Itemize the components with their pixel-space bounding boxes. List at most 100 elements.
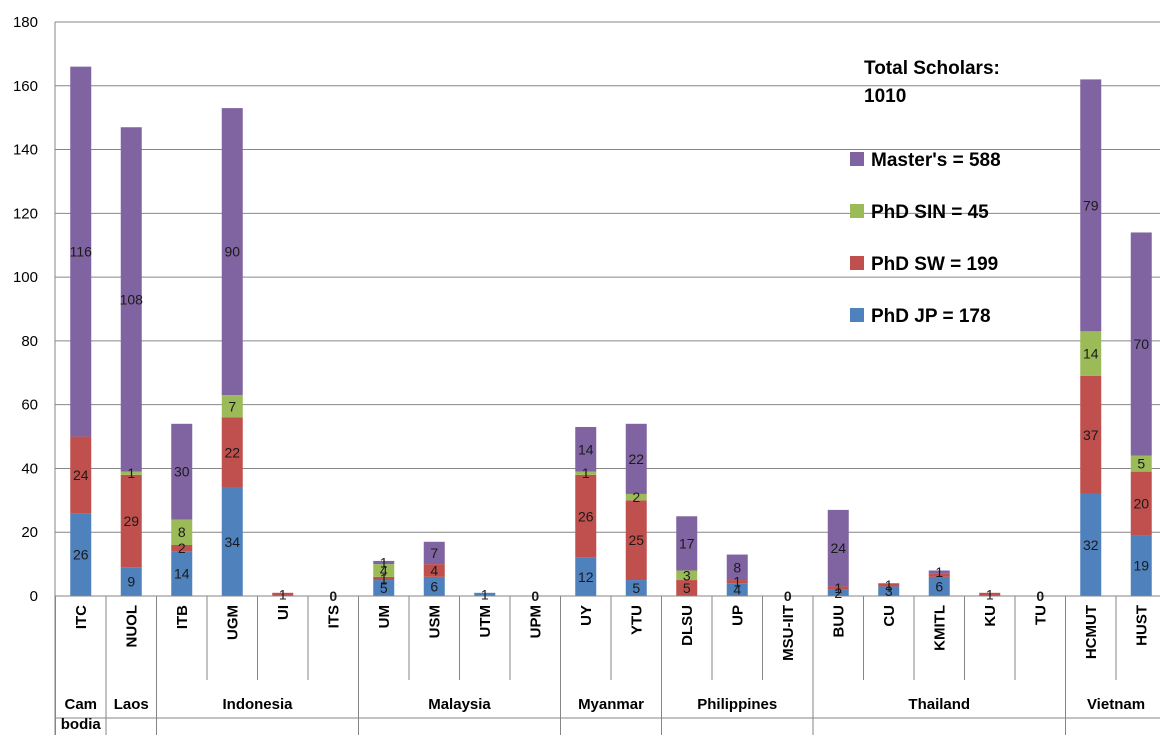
data-label: 1 (935, 564, 943, 580)
data-label: 24 (73, 467, 89, 483)
bar-segment-master-s (373, 560, 395, 565)
bar-segment-phd-sw (979, 592, 1001, 596)
x-tick-label: UI (275, 605, 292, 620)
y-tick-label: 80 (21, 333, 38, 350)
data-label: 7 (228, 398, 236, 414)
y-tick-label: 0 (30, 588, 38, 605)
data-label: 14 (578, 441, 594, 457)
bar-segment-phd-sw (827, 586, 849, 590)
legend-swatch (850, 152, 864, 166)
bar-segment-phd-sw (575, 474, 597, 558)
x-tick-label: DLSU (679, 605, 696, 646)
bar-segment-phd-sin (676, 570, 698, 581)
data-label: 90 (224, 244, 240, 260)
y-tick-label: 160 (13, 78, 38, 95)
x-tick-label: UGM (224, 605, 241, 640)
data-label: 5 (632, 580, 640, 596)
zero-data-label: 0 (1036, 588, 1044, 604)
group-label: Malaysia (428, 696, 491, 713)
data-label: 1 (885, 577, 893, 593)
data-label: 12 (578, 569, 594, 585)
bar-segment-master-s (221, 108, 243, 396)
bar-segment-phd-sw (625, 500, 647, 581)
x-tick-label: TU (1032, 605, 1049, 625)
x-tick-label: UTM (477, 605, 494, 638)
data-label: 116 (70, 244, 93, 260)
data-label: 2 (178, 540, 186, 556)
data-label: 29 (123, 513, 139, 529)
data-label: 22 (224, 445, 240, 461)
legend-swatch (850, 256, 864, 270)
data-label: 1 (582, 465, 590, 481)
data-label: 26 (73, 547, 89, 563)
y-tick-label: 60 (21, 397, 38, 414)
data-label: 79 (1083, 197, 1099, 213)
bar-segment-phd-jp (1130, 535, 1152, 596)
data-label: 8 (178, 524, 186, 540)
x-tick-label: HUST (1133, 605, 1150, 646)
bar-segment-phd-jp (171, 551, 193, 596)
group-label: Cam (64, 696, 97, 713)
data-label: 6 (935, 578, 943, 594)
data-label: 108 (120, 291, 144, 307)
group-label: Philippines (697, 696, 777, 713)
data-label: 7 (430, 545, 438, 561)
x-tick-label: ITS (325, 605, 342, 628)
data-label: 5 (380, 580, 388, 596)
bar-segment-phd-jp (221, 487, 243, 596)
bar-segment-master-s (827, 509, 849, 587)
bar-segment-master-s (171, 423, 193, 520)
data-label: 8 (733, 559, 741, 575)
bar-segment-phd-sin (221, 395, 243, 418)
data-label: 34 (224, 534, 240, 550)
group-label: Myanmar (578, 696, 644, 713)
bar-segment-phd-jp (878, 586, 900, 596)
data-label: 6 (430, 578, 438, 594)
data-label: 5 (1137, 456, 1145, 472)
data-label: 25 (628, 532, 644, 548)
legend-total-label: 1010 (864, 86, 906, 107)
bar-segment-phd-sw (70, 436, 92, 514)
data-label: 1 (380, 570, 388, 586)
legend-entry: PhD JP = 178 (871, 306, 991, 327)
bar-segment-phd-sw (373, 576, 395, 581)
data-label: 3 (885, 583, 893, 599)
bar-segment-master-s (726, 554, 748, 581)
x-tick-label: NUOL (123, 605, 140, 648)
data-label: 9 (127, 574, 135, 590)
x-tick-label: USM (426, 605, 443, 638)
x-tick-label: YTU (628, 605, 645, 635)
legend-swatch (850, 308, 864, 322)
x-tick-label: MSU-IIT (780, 605, 797, 661)
x-tick-label: KMITL (931, 605, 948, 651)
bar-segment-phd-sin (171, 519, 193, 545)
bar-segment-phd-jp (70, 513, 92, 596)
legend-entry: PhD SIN = 45 (871, 202, 989, 223)
legend-total-label: Total Scholars: (864, 58, 1000, 79)
bar-segment-master-s (575, 426, 597, 472)
bar-segment-phd-jp (120, 567, 142, 596)
bar-segment-phd-jp (423, 576, 445, 596)
bar-segment-master-s (70, 66, 92, 437)
data-label: 1 (733, 574, 741, 590)
data-label: 4 (380, 562, 388, 578)
zero-data-label: 0 (329, 588, 337, 604)
data-label: 32 (1083, 537, 1099, 553)
data-label: 20 (1133, 496, 1149, 512)
bar-segment-master-s (625, 423, 647, 494)
group-label: Vietnam (1087, 696, 1145, 713)
bar-segment-phd-sw (726, 580, 748, 584)
legend-swatch (850, 204, 864, 218)
data-label: 17 (679, 535, 695, 551)
y-tick-label: 120 (13, 205, 38, 222)
bar-segment-phd-sin (373, 564, 395, 577)
bar-segment-phd-sin (575, 471, 597, 475)
bar-segment-phd-jp (827, 589, 849, 596)
x-tick-label: UY (578, 605, 595, 626)
zero-data-label: 0 (784, 588, 792, 604)
data-label: 19 (1133, 558, 1149, 574)
bar-segment-master-s (423, 541, 445, 565)
data-label: 2 (834, 585, 842, 601)
y-tick-label: 20 (21, 524, 38, 541)
